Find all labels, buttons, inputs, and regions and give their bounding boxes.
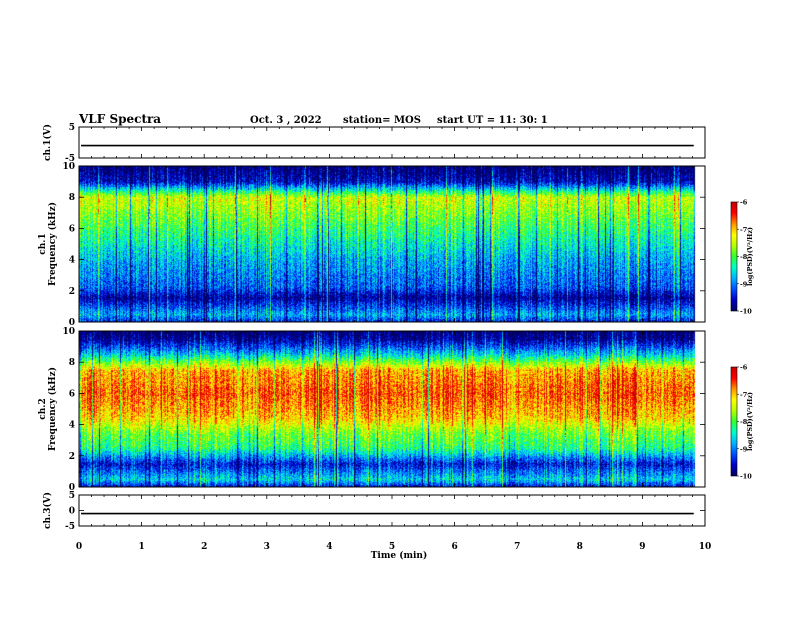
x-tick-label: 3 (264, 542, 270, 552)
x-tick-label: 10 (699, 542, 712, 552)
y-tick-label: 0 (69, 318, 75, 328)
ch1-spectrogram-image (79, 166, 705, 322)
ch1-waveform-frame (78, 126, 706, 159)
x-tick-label: 1 (138, 542, 144, 552)
y-tick-label: -5 (65, 522, 75, 532)
colorbar-label: log(PSD)(V²/Hz) (746, 227, 754, 286)
colorbar-tick-label: -7 (740, 226, 747, 234)
colorbar-gradient (731, 367, 737, 476)
y-tick-label: 6 (69, 224, 75, 234)
y-tick-label: 10 (62, 162, 75, 172)
y-axis-label: Frequency (kHz) (47, 202, 58, 286)
colorbar-tick-label: -10 (740, 473, 752, 481)
y-tick-label: 8 (69, 193, 75, 203)
y-axis-label: Frequency (kHz) (47, 367, 58, 451)
colorbar-tick-label: -6 (740, 199, 748, 207)
figure-title: VLF Spectra (78, 112, 161, 126)
y-tick-label: -5 (65, 154, 75, 164)
x-tick-label: 2 (201, 542, 207, 552)
y-tick-label: 2 (69, 287, 75, 297)
start-ut-label: start UT = 11: 30: 1 (437, 115, 548, 126)
y-axis-label: ch.2 (38, 398, 48, 419)
y-tick-label: 2 (69, 452, 75, 462)
x-tick-label: 7 (514, 542, 520, 552)
ch3-waveform-panel: 5 0 -5 ch.3(V) (42, 491, 706, 532)
ch1-waveform-panel: 5 -5 ch.1(V) (42, 123, 706, 164)
x-tick-label: 4 (326, 542, 332, 552)
y-tick-label: 5 (69, 123, 75, 133)
colorbar-tick-label: -9 (740, 445, 748, 453)
colorbar-tick-label: -8 (740, 253, 748, 261)
colorbar-label: log(PSD)(V²/Hz) (746, 392, 754, 451)
colorbar-tick-label: -6 (740, 364, 748, 372)
x-tick-label: 5 (389, 542, 395, 552)
ch1-spectrogram-panel: 0 2 4 6 8 10 ch.1 Frequency (kHz) -6 -7 -8 -9 -10 log… (38, 162, 754, 328)
y-tick-label: 0 (69, 507, 75, 517)
colorbar-gradient (731, 202, 737, 311)
station-label: station= MOS (343, 115, 421, 126)
colorbar-tick-label: -7 (740, 391, 747, 399)
ch2-spectrogram-panel: 0 2 4 6 8 10 ch.2 Frequency (kHz) -6 -7 -8 -9 -10 log… (38, 327, 754, 493)
colorbar-tick-label: -10 (740, 308, 752, 316)
y-axis-label: ch.3(V) (42, 492, 53, 529)
x-tick-label: 0 (76, 542, 82, 552)
time-axis: 0 1 2 3 4 5 6 7 8 9 10 (76, 542, 711, 552)
y-tick-label: 0 (69, 483, 75, 493)
y-tick-label: 8 (69, 358, 75, 368)
y-axis-label: ch.1 (38, 233, 48, 254)
y-axis-label: ch.1(V) (42, 124, 53, 161)
colorbar-tick-label: -9 (740, 280, 748, 288)
x-axis-label: Time (min) (371, 550, 428, 561)
y-tick-label: 10 (62, 327, 75, 337)
y-tick-label: 4 (69, 421, 75, 431)
date-label: Oct. 3 , 2022 (250, 115, 322, 126)
ch3-waveform-frame (78, 494, 706, 527)
y-tick-label: 4 (69, 256, 75, 266)
x-tick-label: 6 (451, 542, 457, 552)
x-tick-label: 9 (639, 542, 645, 552)
colorbar-tick-label: -8 (740, 418, 748, 426)
ch2-spectrogram-image (79, 331, 705, 487)
y-tick-label: 6 (69, 389, 75, 399)
y-tick-label: 5 (69, 491, 75, 501)
x-tick-label: 8 (577, 542, 583, 552)
